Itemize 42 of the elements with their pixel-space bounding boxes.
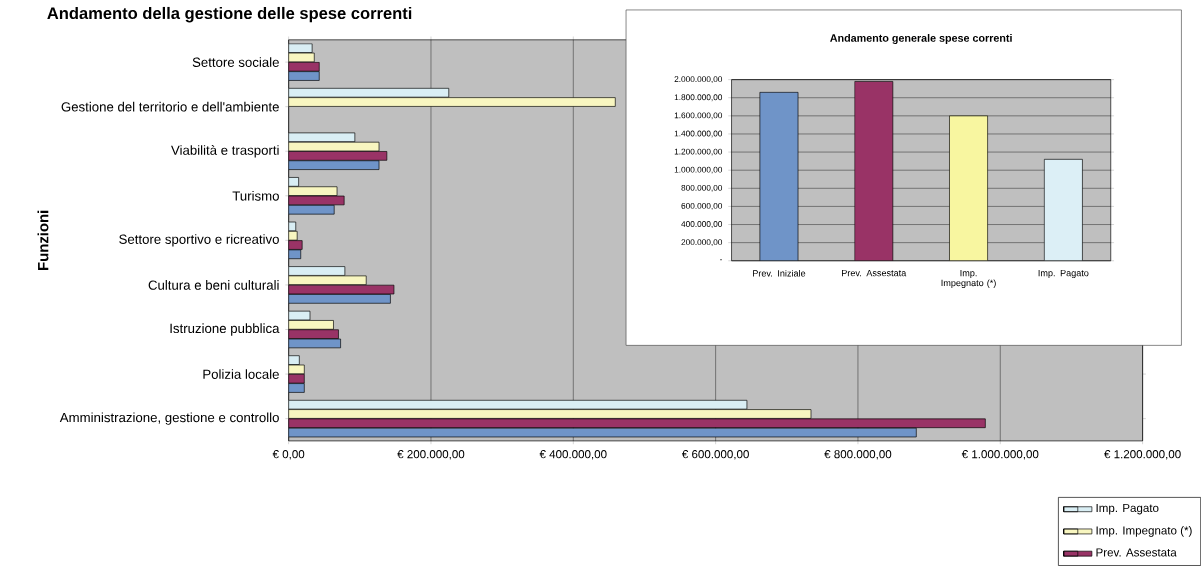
y-tick-label: 1.800.000,00 xyxy=(674,94,723,102)
x-tick-label: € 1.200.000,00 xyxy=(1104,449,1181,460)
bar xyxy=(288,97,616,107)
y-tick-label: Polizia locale xyxy=(203,369,279,379)
x-tick-label: € 400.000,00 xyxy=(539,449,607,460)
x-tick-label: Imp. Pagato xyxy=(1038,269,1089,278)
y-tick-label: Settore sociale xyxy=(192,57,279,67)
chart-title: Andamento generale spese correnti xyxy=(830,33,1012,44)
x-tick-label: Prev. Assestata xyxy=(842,269,907,277)
x-tick-label: € 1.000.000,00 xyxy=(961,449,1039,460)
bar xyxy=(288,151,388,161)
y-tick-label: Gestione del territorio e dell'ambiente xyxy=(61,101,279,112)
x-tick-label: Imp. Impegnato (*) xyxy=(941,269,996,288)
y-tick-label: Amministrazione, gestione e controllo xyxy=(59,412,279,425)
y-tick-label: 600.000,00 xyxy=(681,202,723,210)
bar xyxy=(288,294,391,304)
chart-title: Andamento della gestione delle spese correnti xyxy=(47,6,412,23)
y-tick-label: 1.200.000,00 xyxy=(674,148,723,156)
y-tick-label: Settore sportivo e ricreativo xyxy=(119,234,279,247)
y-tick-label: 800.000,00 xyxy=(681,184,723,192)
y-tick-label: Cultura e beni culturali xyxy=(148,279,279,290)
y-tick-label: 200.000,00 xyxy=(681,239,723,246)
y-tick-label: - xyxy=(720,259,723,261)
y-tick-label: 1.400.000,00 xyxy=(674,130,723,138)
y-tick-label: Turismo xyxy=(232,190,279,201)
y-axis-title: Funzioni xyxy=(37,210,49,270)
y-tick-label: 1.600.000,00 xyxy=(674,112,723,120)
y-tick-label: 1.000.000,00 xyxy=(674,166,723,174)
x-tick-label: € 600.000,00 xyxy=(681,449,749,460)
bar xyxy=(288,409,812,419)
y-tick-label: 400.000,00 xyxy=(681,221,723,228)
x-tick-label: € 200.000,00 xyxy=(397,449,465,460)
bar xyxy=(949,115,988,261)
legend-label: Prev. Assestata xyxy=(1096,548,1177,557)
legend-label: Imp. Pagato xyxy=(1096,503,1159,515)
x-tick-label: Prev. Iniziale xyxy=(753,269,806,277)
x-tick-label: € 0,00 xyxy=(272,449,305,460)
y-tick-label: Istruzione pubblica xyxy=(170,323,280,336)
y-tick-label: Viabilità e trasporti xyxy=(171,144,279,158)
y-tick-label: 2.000.000,00 xyxy=(674,76,723,83)
legend-label: Imp. Impegnato (*) xyxy=(1096,525,1192,537)
x-tick-label: € 800.000,00 xyxy=(824,449,892,460)
